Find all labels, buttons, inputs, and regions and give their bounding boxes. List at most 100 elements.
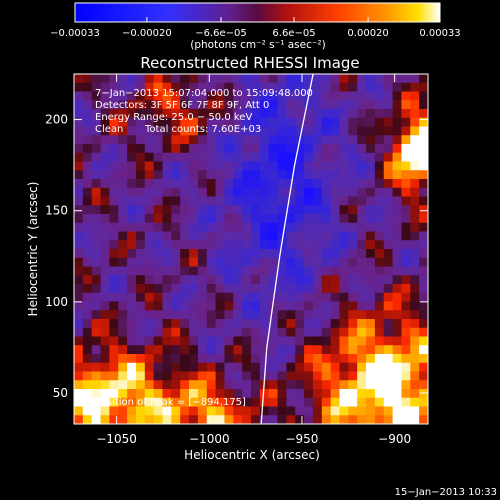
heatmap-cell [162, 74, 172, 84]
heatmap-cell [321, 109, 332, 119]
heatmap-cell [304, 187, 314, 197]
heatmap-cell [233, 249, 243, 259]
heatmap-cell [118, 275, 128, 285]
heatmap-cell [410, 126, 420, 136]
heatmap-cell [419, 336, 428, 346]
heatmap-cell [197, 257, 208, 267]
heatmap-cell [206, 152, 216, 162]
heatmap-cell [392, 275, 402, 285]
heatmap-cell [268, 319, 278, 329]
heatmap-cell [82, 327, 93, 337]
heatmap-cell [312, 345, 323, 355]
heatmap-cell [118, 179, 128, 189]
heatmap-cell [321, 345, 332, 355]
heatmap-cell [304, 144, 314, 154]
heatmap-cell [410, 74, 420, 84]
heatmap-cell [109, 100, 119, 110]
heatmap-cell [401, 144, 411, 154]
heatmap-cell [153, 406, 163, 416]
heatmap-cell [374, 266, 385, 276]
heatmap-cell [419, 91, 428, 101]
heatmap-cell [312, 406, 323, 416]
heatmap-cell [312, 135, 323, 145]
heatmap-cell [242, 135, 252, 145]
colorbar-units: (photons cm⁻² s⁻¹ asec⁻²) [190, 39, 325, 51]
heatmap-cell [100, 205, 110, 215]
heatmap-cell [312, 100, 323, 110]
heatmap-cell [144, 214, 155, 224]
heatmap-cell [383, 371, 393, 381]
heatmap-cell [357, 117, 367, 127]
heatmap-cell [277, 327, 287, 337]
heatmap-cell [109, 126, 119, 136]
heatmap-cell [312, 109, 323, 119]
heatmap-cell [312, 397, 323, 407]
heatmap-cell [330, 135, 340, 145]
heatmap-cell [383, 179, 393, 189]
heatmap-cell [206, 319, 216, 329]
heatmap-cell [171, 406, 181, 416]
heatmap-cell [312, 126, 323, 136]
heatmap-cell [189, 310, 199, 320]
heatmap-cell [144, 179, 155, 189]
heatmap-cell [419, 179, 428, 189]
heatmap-cell [348, 74, 358, 84]
heatmap-cell [339, 275, 349, 285]
heatmap-cell [127, 415, 137, 424]
heatmap-cell [330, 109, 340, 119]
heatmap-cell [259, 336, 270, 346]
heatmap-cell [357, 74, 367, 84]
heatmap-cell [233, 100, 243, 110]
heatmap-cell [91, 249, 101, 259]
heatmap-cell [268, 275, 278, 285]
heatmap-cell [144, 397, 155, 407]
heatmap-cell [118, 109, 128, 119]
heatmap-cell [242, 170, 252, 180]
heatmap-cell [171, 310, 181, 320]
heatmap-cell [401, 284, 411, 294]
heatmap-cell [91, 310, 101, 320]
heatmap-cell [135, 327, 146, 337]
heatmap-cell [286, 371, 296, 381]
heatmap-cell [330, 397, 340, 407]
heatmap-cell [251, 257, 261, 267]
heatmap-cell [180, 91, 190, 101]
heatmap-cell [348, 257, 358, 267]
heatmap-cell [374, 161, 385, 171]
heatmap-cell [180, 231, 190, 241]
heatmap-cell [286, 205, 296, 215]
heatmap-cell [339, 161, 349, 171]
heatmap-cell [321, 310, 332, 320]
heatmap-cell [224, 389, 234, 399]
heatmap-cell [206, 74, 216, 84]
heatmap-cell [251, 292, 261, 302]
heatmap-cell [242, 205, 252, 215]
heatmap-cell [419, 152, 428, 162]
heatmap-cell [410, 284, 420, 294]
heatmap-cell [180, 301, 190, 311]
heatmap-cell [277, 82, 287, 92]
heatmap-cell [348, 354, 358, 364]
heatmap-cell [100, 249, 110, 259]
heatmap-cell [374, 196, 385, 206]
heatmap-cell [383, 257, 393, 267]
heatmap-cell [189, 205, 199, 215]
heatmap-cell [206, 214, 216, 224]
heatmap-cell [401, 135, 411, 145]
heatmap-cell [348, 389, 358, 399]
heatmap-cell [109, 196, 119, 206]
heatmap-cell [189, 354, 199, 364]
heatmap-cell [259, 301, 270, 311]
heatmap-cell [304, 82, 314, 92]
heatmap-cell [197, 345, 208, 355]
heatmap-cell [224, 275, 234, 285]
heatmap-cell [383, 109, 393, 119]
colorbar-tick-label: 6.6e−05 [272, 28, 315, 39]
heatmap-cell [180, 266, 190, 276]
heatmap-cell [242, 406, 252, 416]
heatmap-cell [82, 406, 93, 416]
heatmap-cell [366, 109, 376, 119]
heatmap-cell [224, 82, 234, 92]
heatmap-cell [91, 266, 101, 276]
heatmap-cell [277, 161, 287, 171]
